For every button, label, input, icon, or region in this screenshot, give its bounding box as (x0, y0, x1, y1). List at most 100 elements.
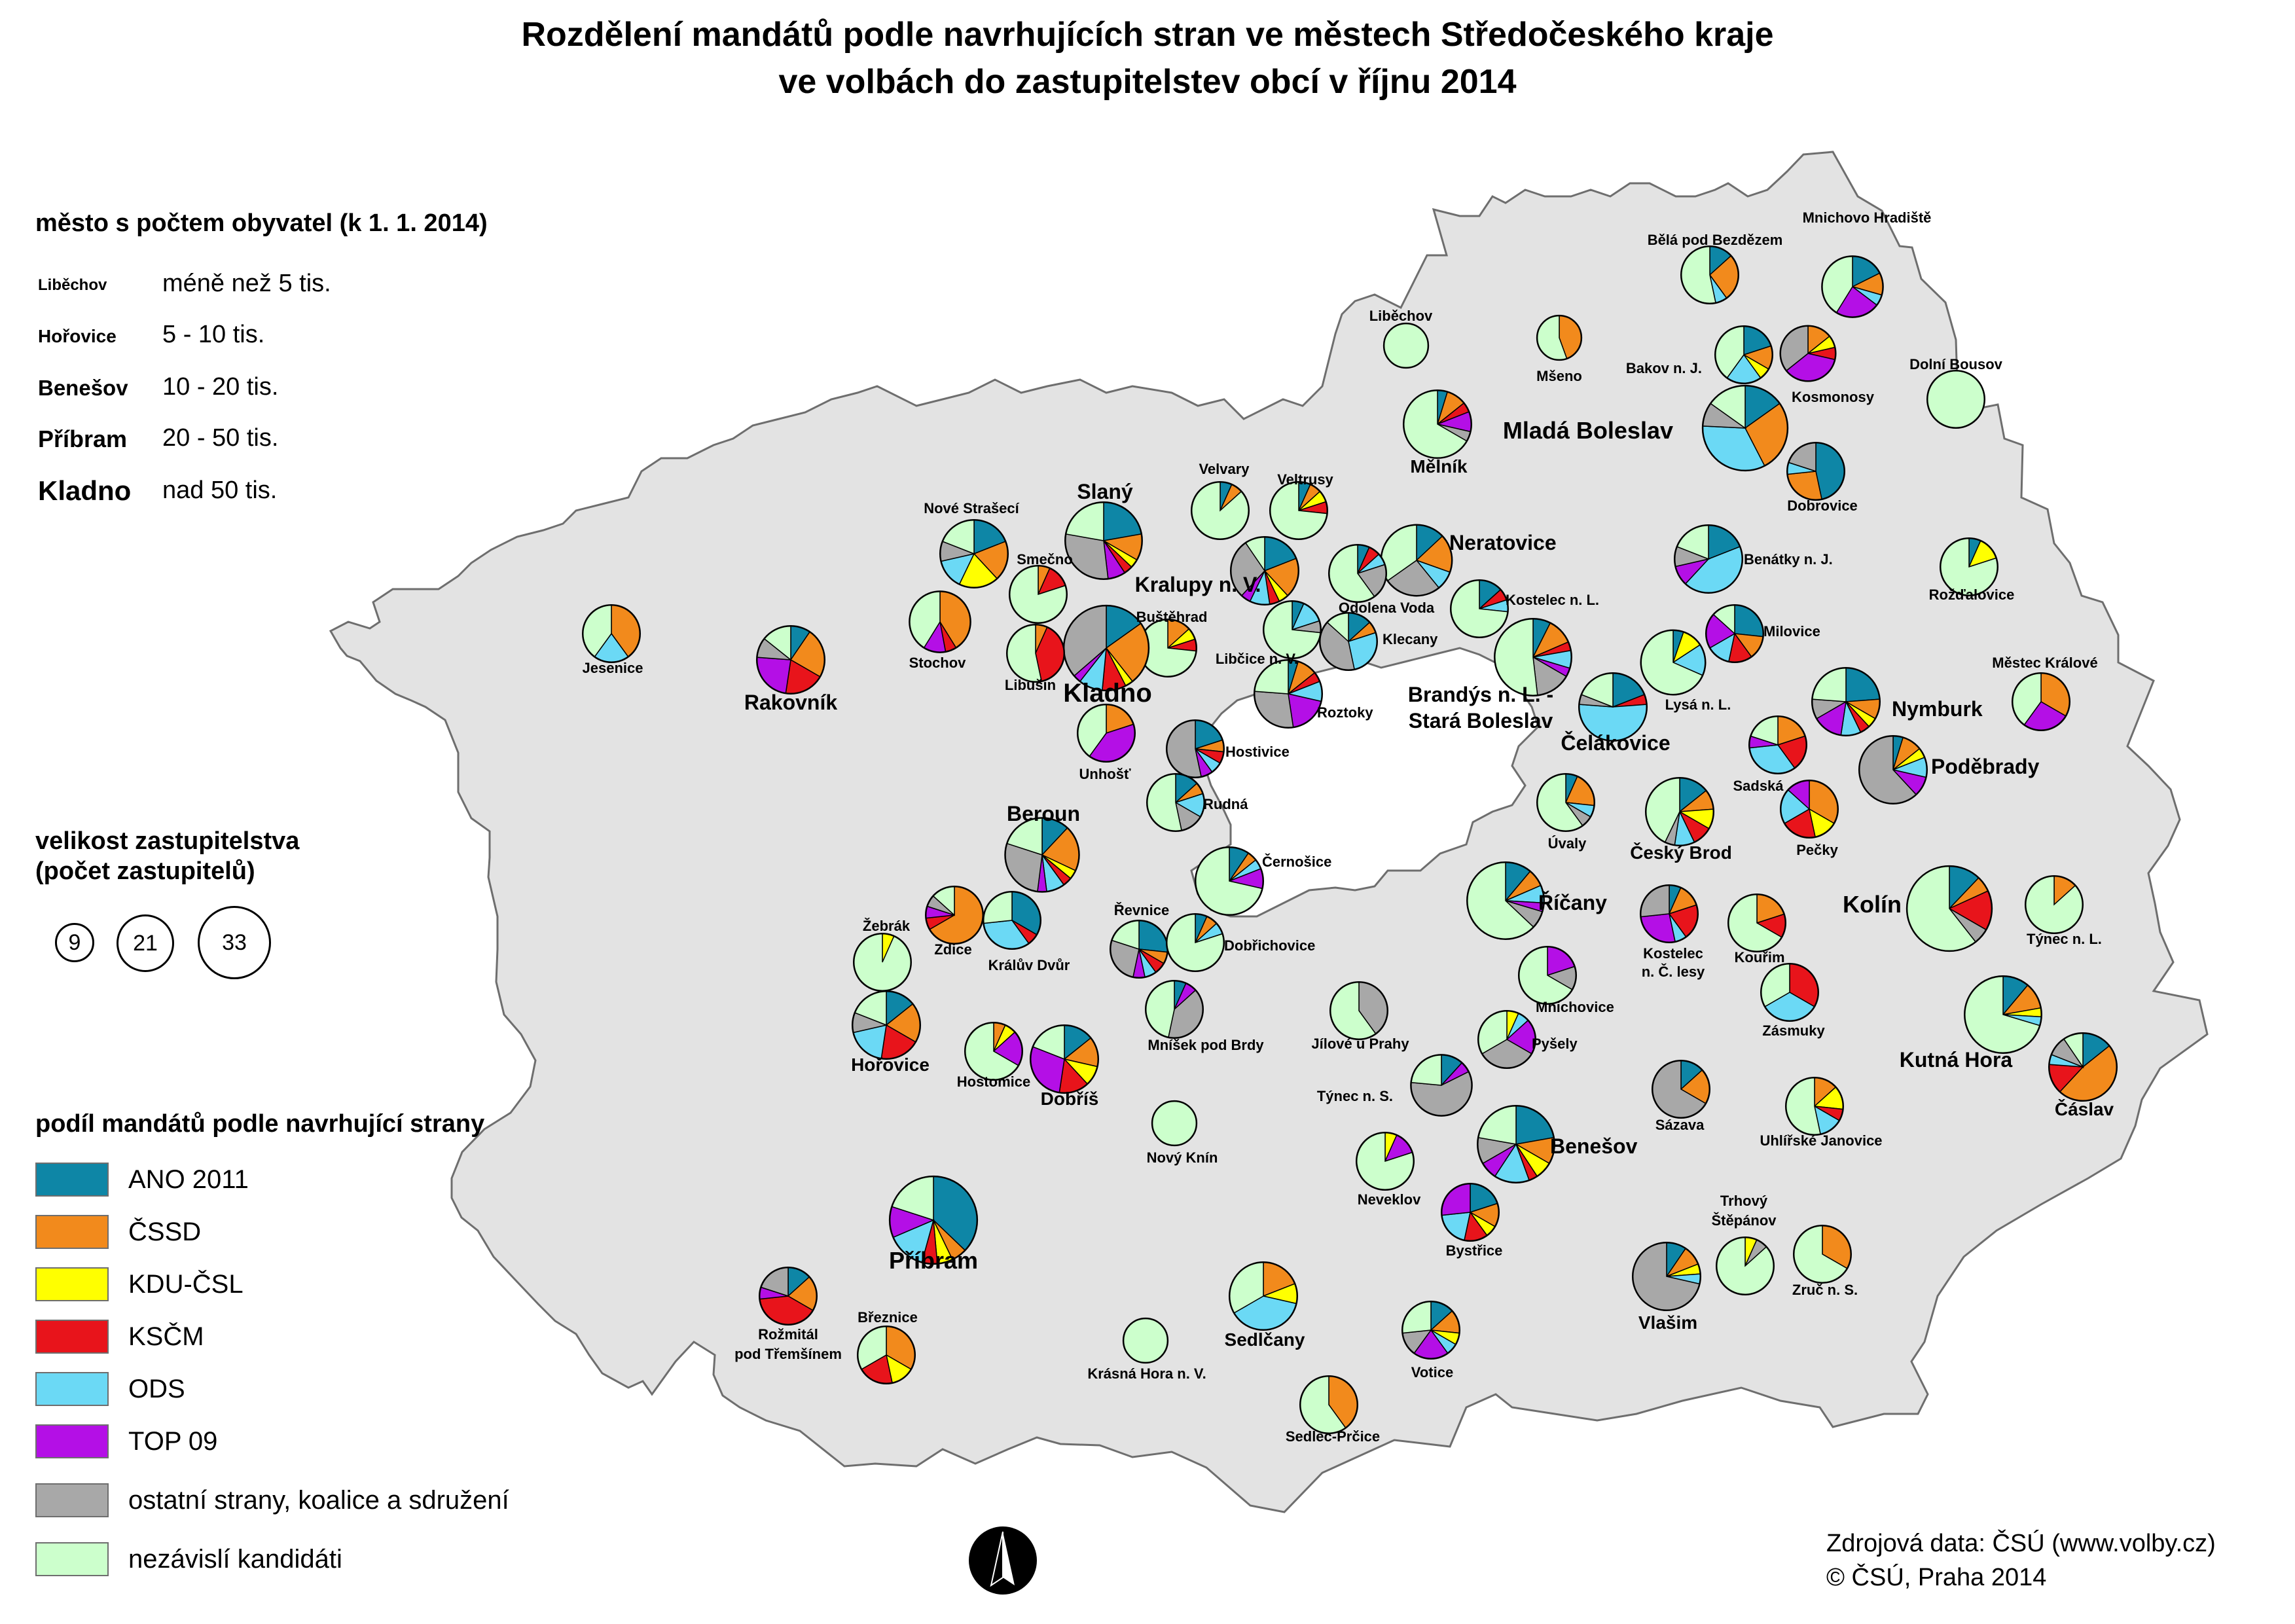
town-label-odolena-voda: Odolena Voda (1339, 600, 1435, 616)
tier-example-3: Benešov (38, 376, 128, 400)
legend-label-6: TOP 09 (128, 1427, 218, 1456)
pie-jesenice (581, 604, 642, 664)
town-label-mlada-boleslav: Mladá Boleslav (1503, 417, 1673, 444)
tier-example-5: Kladno (38, 475, 132, 506)
legend-swatch-1 (35, 1163, 109, 1197)
town-label-rozmital-pod-tremsinem-2: pod Třemšínem (734, 1346, 842, 1362)
town-label-kolin: Kolín (1843, 891, 1902, 918)
pie-pribram (888, 1175, 979, 1265)
tier-example-2: Hořovice (38, 326, 117, 346)
map-title-line-2: ve volbách do zastupitelstev obcí v říjn… (778, 63, 1517, 101)
town-label-podebrady: Poděbrady (1931, 755, 2040, 778)
pie-mnichovo-hradiste (1821, 255, 1884, 318)
town-label-mnichovo-hradiste: Mnichovo Hradiště (1803, 209, 1932, 226)
tier-description-5: nad 50 tis. (162, 477, 278, 504)
pie-brandys-n-l-stara-boleslav (1494, 618, 1572, 696)
pie-kutna-hora (1964, 975, 2042, 1054)
pie-slany (1064, 501, 1143, 580)
town-label-lysa-n-l: Lysá n. L. (1665, 696, 1731, 713)
town-label-kourim: Kouřim (1735, 949, 1785, 965)
town-label-neratovice: Neratovice (1449, 531, 1557, 554)
pie-beroun (1004, 817, 1080, 893)
party-legend-heading: podíl mandátů podle navrhující strany (35, 1110, 485, 1138)
town-label-rozmital-pod-tremsinem-1: Rožmitál (758, 1326, 818, 1343)
town-label-roztoky: Roztoky (1317, 704, 1373, 721)
pie-mlada-boleslav (1701, 384, 1789, 472)
pie-uvaly (1536, 772, 1596, 833)
town-label-trhovy-stepanov-1: Trhový (1720, 1193, 1768, 1209)
town-label-mestec-kralove: Městec Králové (1992, 655, 2097, 671)
legend-label-4: KSČM (128, 1322, 204, 1351)
pie-libechov (1382, 322, 1430, 369)
town-label-hostomice: Hostomice (957, 1074, 1030, 1090)
pie-melnik (1402, 389, 1473, 460)
town-label-kostelec-n-l: Kostelec n. L. (1506, 592, 1599, 608)
town-label-milovice: Milovice (1763, 623, 1820, 640)
pie-novy-knin (1151, 1100, 1198, 1147)
pie-kraluv-dvur (982, 890, 1042, 950)
town-label-slany: Slaný (1077, 480, 1133, 503)
legend-swatch-3 (35, 1267, 109, 1301)
pie-rakovnik (755, 624, 826, 695)
town-label-kralupy-n-v: Kralupy n. V. (1135, 573, 1261, 596)
town-label-zebrak: Žebrák (863, 918, 911, 934)
town-label-cesky-brod: Český Brod (1630, 842, 1732, 863)
town-label-sadska: Sadská (1733, 778, 1784, 794)
pie-krasna-hora-n-v (1122, 1317, 1169, 1364)
pie-mseno (1536, 314, 1583, 361)
pie-bela-pod-bezdezem (1680, 245, 1740, 305)
town-label-kostelec-n-c-lesy-1: Kostelec (1643, 945, 1703, 962)
town-label-zasmuky: Zásmuky (1762, 1022, 1825, 1039)
town-label-pribram: Příbram (889, 1247, 978, 1274)
pie-sazava (1651, 1059, 1711, 1119)
town-label-veltrusy: Veltrusy (1277, 471, 1333, 488)
pie-cernosice (1194, 846, 1265, 916)
town-label-sedlec-prcice: Sedlec-Prčice (1286, 1428, 1380, 1445)
town-label-benatky-n-j: Benátky n. J. (1744, 551, 1833, 568)
pie-vlasim (1631, 1241, 1702, 1312)
pie-kostelec-n-c-lesy (1639, 884, 1699, 944)
town-label-kladno: Kladno (1063, 679, 1152, 708)
pie-roztoky (1253, 659, 1324, 729)
north-arrow-icon (969, 1526, 1037, 1595)
town-label-kosmonosy: Kosmonosy (1792, 389, 1875, 405)
council-size-heading-line-2: (počet zastupitelů) (35, 857, 255, 885)
town-label-jilove-u-prahy: Jílové u Prahy (1311, 1036, 1409, 1052)
legend-swatch-7 (35, 1483, 109, 1517)
pie-uhlirske-janovice (1784, 1076, 1845, 1136)
town-label-mnisek-pod-brdy: Mníšek pod Brdy (1148, 1037, 1264, 1053)
town-label-benesov: Benešov (1550, 1134, 1638, 1158)
town-label-kraluv-dvur: Králův Dvůr (988, 957, 1070, 973)
tier-description-3: 10 - 20 tis. (162, 373, 279, 401)
pie-dolni-bousov (1926, 369, 1986, 429)
tier-description-1: méně než 5 tis. (162, 270, 331, 297)
pie-cesky-brod (1644, 776, 1715, 847)
legend-label-2: ČSSD (128, 1218, 202, 1246)
town-label-dobrichovice: Dobřichovice (1224, 937, 1315, 954)
pie-libcice-n-v (1262, 600, 1322, 660)
town-label-dobris: Dobříš (1041, 1089, 1099, 1109)
town-label-smecno: Smečno (1017, 551, 1073, 568)
legend-label-3: KDU-ČSL (128, 1270, 244, 1299)
pie-nove-straseci (939, 518, 1009, 589)
pie-podebrady (1858, 734, 1928, 805)
pie-stochov (909, 590, 971, 653)
tier-description-2: 5 - 10 tis. (162, 321, 265, 348)
pie-kralupy-n-v (1229, 535, 1300, 606)
pie-kostelec-n-l (1449, 579, 1509, 639)
town-label-rakovnik: Rakovník (744, 691, 837, 714)
town-label-sazava: Sázava (1655, 1117, 1705, 1133)
pie-benatky-n-j (1673, 524, 1744, 594)
pie-votice (1401, 1300, 1461, 1360)
pie-pecky (1779, 779, 1839, 839)
town-label-mseno: Mšeno (1536, 368, 1582, 384)
town-label-libechov: Liběchov (1369, 308, 1433, 324)
pie-caslav (2048, 1032, 2118, 1102)
legend-label-5: ODS (128, 1375, 185, 1403)
pie-hostomice (964, 1021, 1024, 1081)
pie-bystrice (1440, 1182, 1500, 1242)
town-label-brandys-n-l-stara-boleslav-1: Brandýs n. L. - (1408, 683, 1553, 706)
pie-dobrovice (1786, 441, 1846, 501)
legend-label-7: ostatní strany, koalice a sdružení (128, 1486, 509, 1515)
